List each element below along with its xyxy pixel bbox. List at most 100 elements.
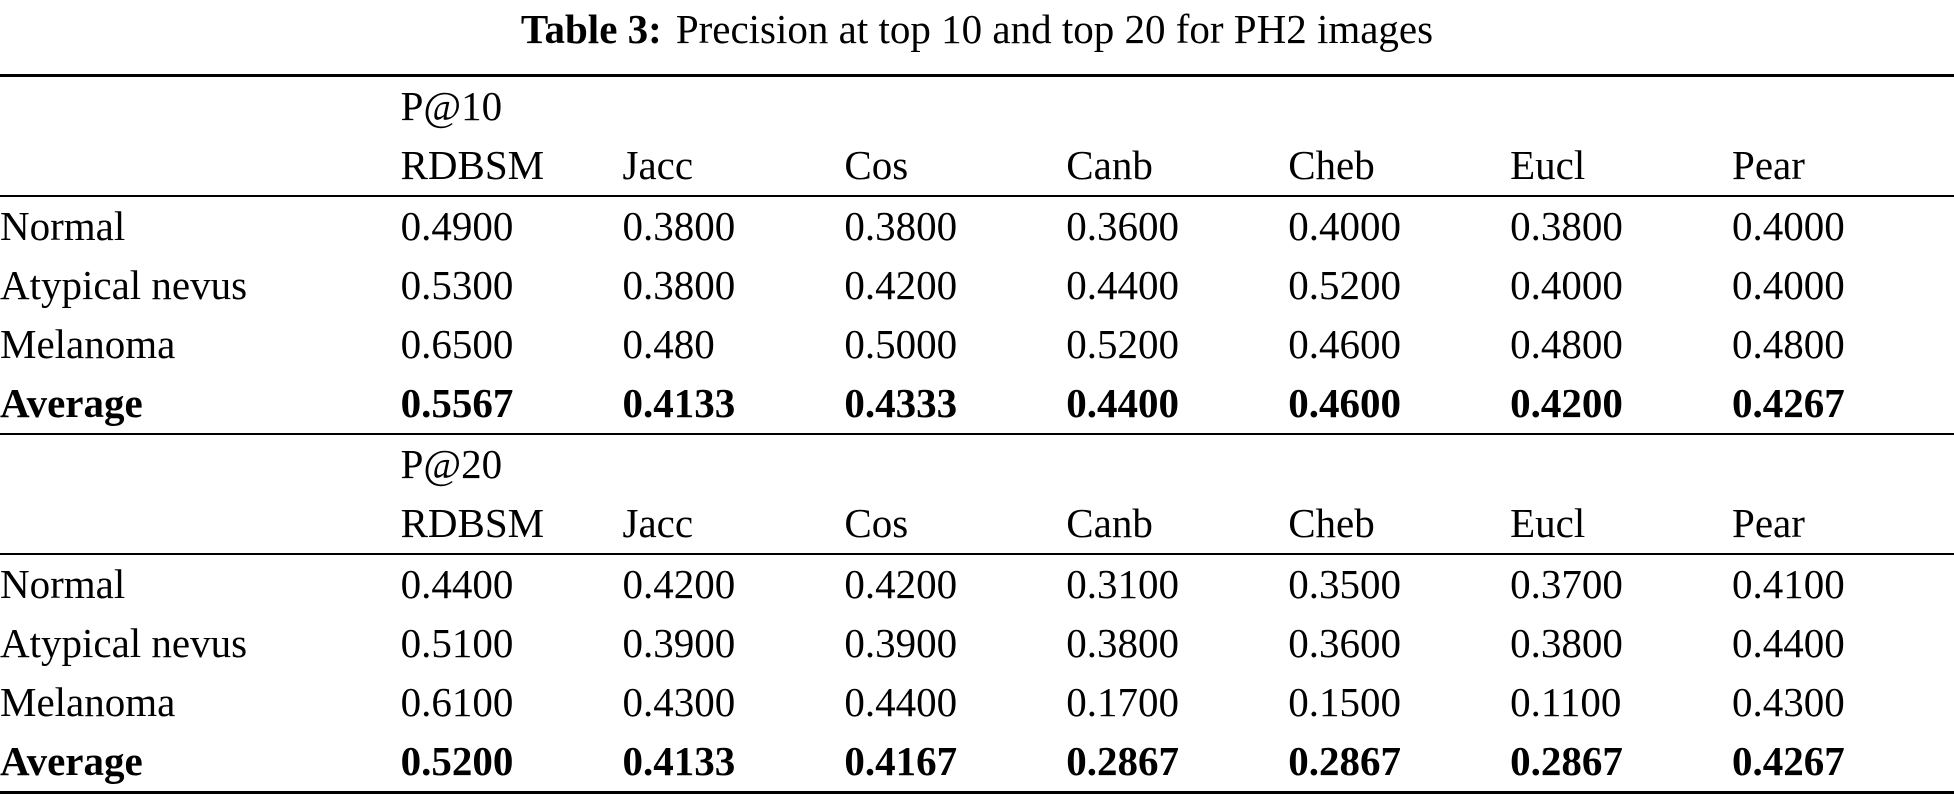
cell: 0.4600 xyxy=(1288,380,1401,426)
cell: 0.2867 xyxy=(1066,738,1180,784)
cell: 0.3600 xyxy=(1066,203,1180,249)
row-label: Melanoma xyxy=(0,679,176,725)
table-row-average: Average 0.5200 0.4133 0.4167 0.2867 0.28… xyxy=(0,732,1954,793)
empty-cell xyxy=(0,76,401,137)
col-header: Cheb xyxy=(1288,500,1375,546)
row-label: Atypical nevus xyxy=(0,262,248,308)
cell: 0.4300 xyxy=(622,679,736,725)
cell: 0.3800 xyxy=(622,262,736,308)
cell: 0.4267 xyxy=(1732,380,1845,426)
cell: 0.2867 xyxy=(1510,738,1623,784)
cell: 0.4400 xyxy=(1066,262,1180,308)
cell: 0.6100 xyxy=(400,679,514,725)
cell: 0.4400 xyxy=(1732,620,1845,666)
cell: 0.4400 xyxy=(400,561,514,607)
cell: 0.5100 xyxy=(400,620,514,666)
column-header-row: RDBSM Jacc Cos Canb Cheb Eucl Pear xyxy=(0,494,1954,554)
cell: 0.2867 xyxy=(1288,738,1401,784)
col-header: Jacc xyxy=(622,500,694,546)
col-header: Cos xyxy=(844,500,909,546)
cell: 0.4100 xyxy=(1732,561,1845,607)
cell: 0.1700 xyxy=(1066,679,1180,725)
cell: 0.3800 xyxy=(1510,203,1623,249)
empty-cell xyxy=(0,494,401,554)
col-header: Canb xyxy=(1066,142,1153,188)
row-label: Normal xyxy=(0,203,126,249)
cell: 0.4000 xyxy=(1510,262,1623,308)
row-label: Atypical nevus xyxy=(0,620,248,666)
table-row-average: Average 0.5567 0.4133 0.4333 0.4400 0.46… xyxy=(0,374,1954,434)
col-header: RDBSM xyxy=(400,142,545,188)
cell: 0.4133 xyxy=(622,738,736,784)
group-label-p10: P@10 xyxy=(400,83,503,129)
cell: 0.6500 xyxy=(400,321,514,367)
table-row: Normal 0.4900 0.3800 0.3800 0.3600 0.400… xyxy=(0,196,1954,256)
cell: 0.4133 xyxy=(622,380,736,426)
row-label: Melanoma xyxy=(0,321,176,367)
cell: 0.3900 xyxy=(622,620,736,666)
cell: 0.3700 xyxy=(1510,561,1623,607)
col-header: RDBSM xyxy=(400,500,545,546)
col-header: Cos xyxy=(844,142,909,188)
cell: 0.4200 xyxy=(844,262,958,308)
cell: 0.3800 xyxy=(1510,620,1623,666)
col-header: Pear xyxy=(1732,500,1805,546)
cell: 0.4400 xyxy=(844,679,958,725)
cell: 0.3900 xyxy=(844,620,958,666)
cell: 0.3800 xyxy=(622,203,736,249)
row-label: Average xyxy=(0,380,143,426)
cell: 0.5200 xyxy=(1066,321,1180,367)
table-caption-label: Table 3: xyxy=(520,6,662,52)
section-p20-body: Normal 0.4400 0.4200 0.4200 0.3100 0.350… xyxy=(0,554,1954,793)
cell: 0.4200 xyxy=(844,561,958,607)
empty-cell xyxy=(0,136,401,196)
group-row-p10: P@10 xyxy=(0,75,1954,137)
precision-table: P@10 RDBSM Jacc Cos Canb Cheb Eucl Pear … xyxy=(0,74,1954,794)
cell: 0.4900 xyxy=(400,203,514,249)
cell: 0.480 xyxy=(622,321,715,367)
cell: 0.1500 xyxy=(1288,679,1401,725)
cell: 0.5000 xyxy=(844,321,958,367)
table-row: Atypical nevus 0.5100 0.3900 0.3900 0.38… xyxy=(0,614,1954,673)
group-row-p20: P@20 xyxy=(0,434,1954,494)
row-label: Normal xyxy=(0,561,126,607)
cell: 0.4167 xyxy=(844,738,958,784)
cell: 0.5200 xyxy=(1288,262,1401,308)
cell: 0.5567 xyxy=(400,380,514,426)
row-label: Average xyxy=(0,738,143,784)
table-row: Normal 0.4400 0.4200 0.4200 0.3100 0.350… xyxy=(0,554,1954,614)
cell: 0.4333 xyxy=(844,380,958,426)
table-row: Atypical nevus 0.5300 0.3800 0.4200 0.44… xyxy=(0,256,1954,315)
cell: 0.4200 xyxy=(622,561,736,607)
cell: 0.3800 xyxy=(844,203,958,249)
cell: 0.4300 xyxy=(1732,679,1845,725)
cell: 0.1100 xyxy=(1510,679,1622,725)
section-p10-body: Normal 0.4900 0.3800 0.3800 0.3600 0.400… xyxy=(0,196,1954,434)
cell: 0.3100 xyxy=(1066,561,1180,607)
cell: 0.4800 xyxy=(1732,321,1845,367)
table-caption: Table 3: Precision at top 10 and top 20 f… xyxy=(0,0,1954,74)
column-header-row: RDBSM Jacc Cos Canb Cheb Eucl Pear xyxy=(0,136,1954,196)
cell: 0.4400 xyxy=(1066,380,1180,426)
col-header: Eucl xyxy=(1510,500,1586,546)
cell: 0.3500 xyxy=(1288,561,1401,607)
group-label-p20: P@20 xyxy=(400,441,503,487)
table-caption-text: Precision at top 10 and top 20 for PH2 i… xyxy=(675,6,1434,52)
col-header: Eucl xyxy=(1510,142,1586,188)
table-row: Melanoma 0.6100 0.4300 0.4400 0.1700 0.1… xyxy=(0,673,1954,732)
section-p10-header: P@10 RDBSM Jacc Cos Canb Cheb Eucl Pear xyxy=(0,75,1954,196)
cell: 0.3600 xyxy=(1288,620,1401,666)
table-row: Melanoma 0.6500 0.480 0.5000 0.5200 0.46… xyxy=(0,315,1954,374)
cell: 0.4200 xyxy=(1510,380,1623,426)
cell: 0.5300 xyxy=(400,262,514,308)
cell: 0.4000 xyxy=(1732,203,1845,249)
cell: 0.4600 xyxy=(1288,321,1401,367)
cell: 0.4800 xyxy=(1510,321,1623,367)
section-p20-header: P@20 RDBSM Jacc Cos Canb Cheb Eucl Pear xyxy=(0,434,1954,554)
cell: 0.3800 xyxy=(1066,620,1180,666)
cell: 0.5200 xyxy=(400,738,514,784)
cell: 0.4267 xyxy=(1732,738,1845,784)
cell: 0.4000 xyxy=(1732,262,1845,308)
col-header: Canb xyxy=(1066,500,1153,546)
